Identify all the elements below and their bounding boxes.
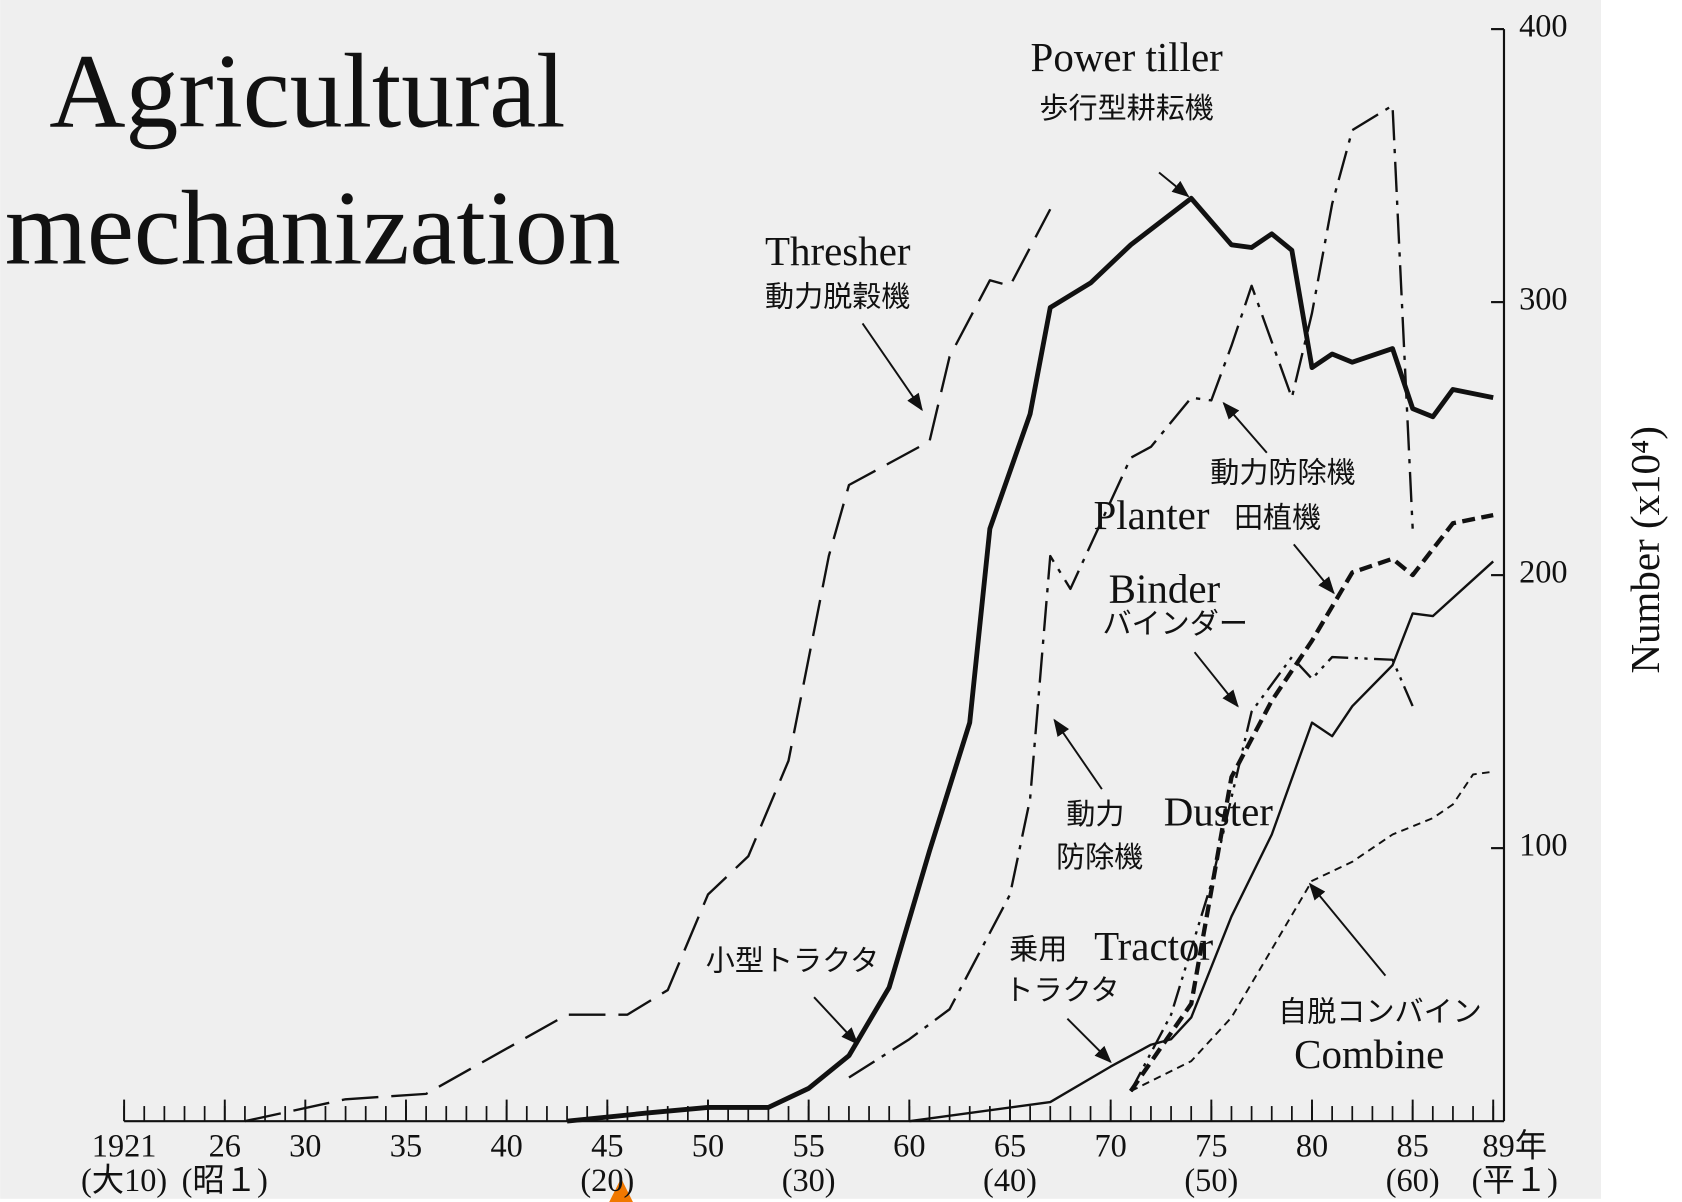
x-era-label: (60) xyxy=(1386,1162,1440,1198)
x-tick-label: 1921 xyxy=(92,1128,157,1164)
x-tick-label: 50 xyxy=(692,1128,724,1164)
x-tick-label: 55 xyxy=(792,1128,824,1164)
arrow xyxy=(813,996,859,1045)
series-line xyxy=(909,560,1495,1123)
x-tick-label: 85 xyxy=(1397,1128,1429,1164)
annotation: 防除機 xyxy=(1056,840,1143,874)
x-tick-label: 40 xyxy=(490,1128,522,1164)
x-tick-label: 35 xyxy=(390,1128,422,1164)
x-era-label: (大10) xyxy=(81,1162,167,1198)
annotation: バインダー xyxy=(1102,606,1247,640)
annotation: 動力防除機 xyxy=(1210,455,1355,489)
annotation: Power tiller xyxy=(1031,34,1224,80)
x-era-label: (20) xyxy=(580,1162,634,1198)
marker-triangle xyxy=(609,1178,633,1202)
chart-title: mechanization xyxy=(5,170,621,287)
annotation: 乗用 xyxy=(1009,932,1067,966)
series-line xyxy=(848,104,1414,1079)
y-axis-label: Number (x10⁴) xyxy=(1622,426,1668,673)
annotation: 自脱コンバイン xyxy=(1278,994,1482,1028)
x-tick-label: 70 xyxy=(1095,1128,1127,1164)
x-era-label: (40) xyxy=(983,1162,1037,1198)
series-line xyxy=(1130,770,1494,1092)
x-era-label: (30) xyxy=(782,1162,836,1198)
series-line xyxy=(566,195,1494,1124)
annotation: Duster xyxy=(1164,788,1274,834)
chart-title: Agricultural xyxy=(49,33,565,150)
arrow xyxy=(1222,401,1268,454)
annotation: 田植機 xyxy=(1234,501,1321,535)
x-era-label: (50) xyxy=(1184,1162,1238,1198)
y-tick-label: 300 xyxy=(1519,281,1568,317)
series-line xyxy=(244,208,1052,1123)
x-tick-label: 65 xyxy=(994,1128,1026,1164)
arrow xyxy=(1308,882,1387,977)
y-tick-label: 200 xyxy=(1519,554,1568,590)
arrow xyxy=(1066,1018,1112,1064)
x-tick-label: 89年 xyxy=(1482,1128,1547,1164)
series-line xyxy=(1129,512,1494,1093)
x-tick-label: 75 xyxy=(1195,1128,1227,1164)
x-tick-label: 80 xyxy=(1296,1128,1328,1164)
x-tick-label: 30 xyxy=(289,1128,321,1164)
annotation: Combine xyxy=(1294,1031,1444,1077)
annotation: 小型トラクタ xyxy=(706,944,879,978)
annotation: Tractor xyxy=(1094,923,1213,969)
series-line xyxy=(1129,655,1414,1092)
plot-background xyxy=(0,0,1602,1199)
annotation: Thresher xyxy=(765,228,911,274)
x-tick-label: 60 xyxy=(893,1128,925,1164)
arrow xyxy=(861,322,923,412)
x-era-label: (平１) xyxy=(1472,1162,1558,1198)
annotation: Binder xyxy=(1109,565,1221,611)
arrow xyxy=(1158,171,1190,198)
y-tick-label: 400 xyxy=(1519,8,1568,44)
arrow xyxy=(1193,651,1239,708)
x-era-label: (昭１) xyxy=(182,1162,268,1198)
annotation: Planter xyxy=(1093,492,1209,538)
annotation: 動力脱穀機 xyxy=(765,280,910,314)
annotation: 歩行型耕耘機 xyxy=(1039,91,1214,125)
x-tick-label: 45 xyxy=(591,1128,623,1164)
annotation: 動力 xyxy=(1066,797,1124,831)
y-tick-label: 100 xyxy=(1519,827,1568,863)
arrow xyxy=(1053,718,1103,790)
arrow xyxy=(1293,543,1335,595)
annotation: トラクタ xyxy=(1004,973,1119,1007)
annotation-arrows xyxy=(813,171,1387,1064)
x-tick-label: 26 xyxy=(209,1128,241,1164)
